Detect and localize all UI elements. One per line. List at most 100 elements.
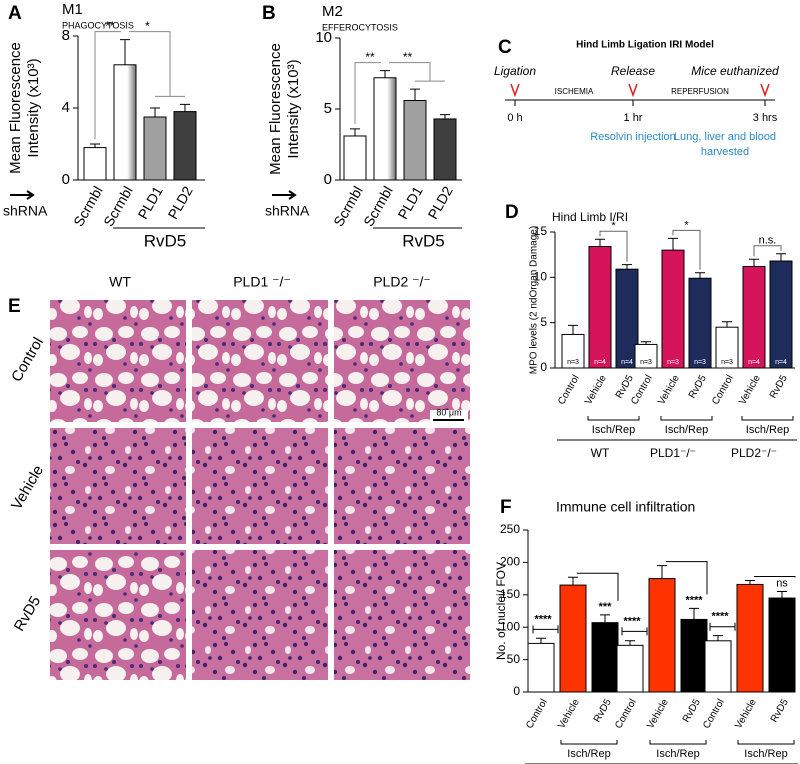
group-bracket bbox=[660, 416, 713, 421]
x-tick-label: RvD5 bbox=[769, 697, 791, 725]
bar bbox=[661, 249, 685, 369]
error-bar bbox=[568, 324, 578, 335]
panel-letter: E bbox=[8, 296, 21, 317]
x-tick-label: PLD1 bbox=[394, 183, 425, 222]
error-bar bbox=[657, 565, 667, 579]
error-bar bbox=[722, 321, 732, 328]
significance-bracket bbox=[129, 31, 185, 97]
significance-label: *** bbox=[599, 601, 613, 613]
bar bbox=[768, 597, 796, 693]
bar bbox=[680, 618, 708, 693]
x-tick-label: RvD5 bbox=[768, 373, 790, 401]
group-bracket bbox=[741, 416, 794, 421]
group-label: WT bbox=[591, 446, 610, 460]
significance-bracket bbox=[577, 572, 619, 601]
bar bbox=[373, 77, 397, 181]
histology-image bbox=[192, 550, 328, 680]
time-label: 0 h bbox=[507, 112, 522, 124]
y-tick-label: 15 bbox=[534, 224, 548, 238]
error-bar bbox=[180, 103, 190, 112]
group-label: RvD5 bbox=[144, 231, 187, 250]
bar bbox=[648, 578, 676, 693]
phase-label: REPERFUSION bbox=[671, 87, 729, 96]
y-tick-label: 5 bbox=[540, 315, 547, 329]
significance-label: **** bbox=[534, 613, 552, 625]
y-axis-label: Mean Fluorescence bbox=[267, 43, 284, 175]
y-tick-label: 200 bbox=[500, 555, 520, 569]
error-bar bbox=[689, 607, 699, 620]
group-sublabel: Isch/Rep bbox=[665, 424, 708, 436]
y-tick-label: 0 bbox=[62, 171, 70, 188]
x-tick-label: Vehicle bbox=[656, 373, 682, 407]
histology-image bbox=[50, 300, 186, 422]
phase-label: ISCHEMIA bbox=[555, 87, 594, 96]
histology-image bbox=[334, 550, 470, 680]
y-tick-label: 0 bbox=[324, 171, 332, 188]
x-tick-label: Vehicle bbox=[733, 697, 759, 731]
error-bar bbox=[120, 39, 130, 65]
bar bbox=[742, 265, 766, 369]
bar bbox=[591, 622, 619, 693]
event-marker bbox=[760, 83, 770, 98]
x-tick-label: Control bbox=[556, 373, 582, 406]
event-label: Release bbox=[611, 64, 655, 78]
n-label: n=4 bbox=[748, 359, 760, 366]
row-label: RvD5 bbox=[11, 593, 44, 634]
y-tick-label: 150 bbox=[500, 587, 520, 601]
group-bracket bbox=[587, 416, 640, 421]
x-tick-label: PLD2 bbox=[424, 183, 455, 222]
y-tick-label: 8 bbox=[62, 27, 70, 44]
panel-letter: C bbox=[498, 37, 512, 58]
significance-label: **** bbox=[623, 615, 641, 627]
error-bar bbox=[600, 614, 610, 623]
bar bbox=[173, 111, 197, 181]
note: Lung, liver and blood bbox=[674, 131, 776, 143]
significance-bracket bbox=[672, 229, 701, 270]
significance-bracket bbox=[753, 245, 782, 257]
panel-letter: A bbox=[8, 3, 22, 24]
time-label: 1 hr bbox=[624, 112, 643, 124]
x-tick-label: Control bbox=[701, 697, 727, 730]
chart-title: M1 bbox=[62, 1, 83, 18]
histology-image bbox=[50, 428, 186, 544]
error-bar bbox=[410, 88, 420, 101]
bar bbox=[433, 118, 457, 181]
event-label: Ligation bbox=[494, 64, 536, 78]
error-bar bbox=[713, 635, 723, 641]
x-tick-label: Scrmbl bbox=[360, 183, 396, 229]
column-label: PLD1 ⁻/⁻ bbox=[233, 274, 291, 290]
n-label: n=4 bbox=[775, 359, 787, 366]
significance-label: * bbox=[611, 220, 616, 232]
bar bbox=[403, 99, 427, 181]
significance-label: ns bbox=[776, 577, 788, 589]
error-bar bbox=[622, 264, 632, 270]
bar bbox=[704, 640, 732, 693]
x-tick-label: Control bbox=[710, 373, 736, 406]
group-sublabel: Isch/Rep bbox=[656, 748, 699, 760]
n-label: n=3 bbox=[721, 359, 733, 366]
y-tick-label: 10 bbox=[534, 270, 548, 284]
histology-panel: 80 μm E WT PLD1 ⁻/⁻ PLD2 ⁻/⁻ Control Veh… bbox=[8, 274, 470, 680]
x-tick-label: RvD5 bbox=[592, 697, 614, 725]
bar bbox=[83, 147, 107, 181]
chart-subtitle: EFFEROCYTOSIS bbox=[322, 22, 398, 32]
significance-bracket bbox=[599, 230, 628, 262]
y-tick-label: 5 bbox=[324, 100, 332, 117]
significance-label: * bbox=[145, 19, 150, 33]
bar bbox=[769, 260, 793, 369]
group-bracket bbox=[737, 740, 795, 745]
x-tick-label: Vehicle bbox=[737, 373, 763, 407]
n-label: n=4 bbox=[621, 359, 633, 366]
error-bar bbox=[777, 591, 787, 599]
x-tick-label: Scrmbl bbox=[100, 183, 136, 229]
significance-label: ** bbox=[105, 19, 115, 33]
y-axis-label: Mean Fluorescence bbox=[7, 42, 24, 174]
histology-image bbox=[192, 300, 328, 422]
y-tick-label: 0 bbox=[540, 360, 547, 374]
error-bar bbox=[440, 114, 450, 119]
y-tick-label: 0 bbox=[513, 684, 520, 698]
y-axis-label: Intensity (x10³) bbox=[285, 59, 302, 158]
timeline-title: Hind Limb Ligation IRI Model bbox=[576, 40, 714, 51]
panel-letter: F bbox=[500, 497, 512, 518]
